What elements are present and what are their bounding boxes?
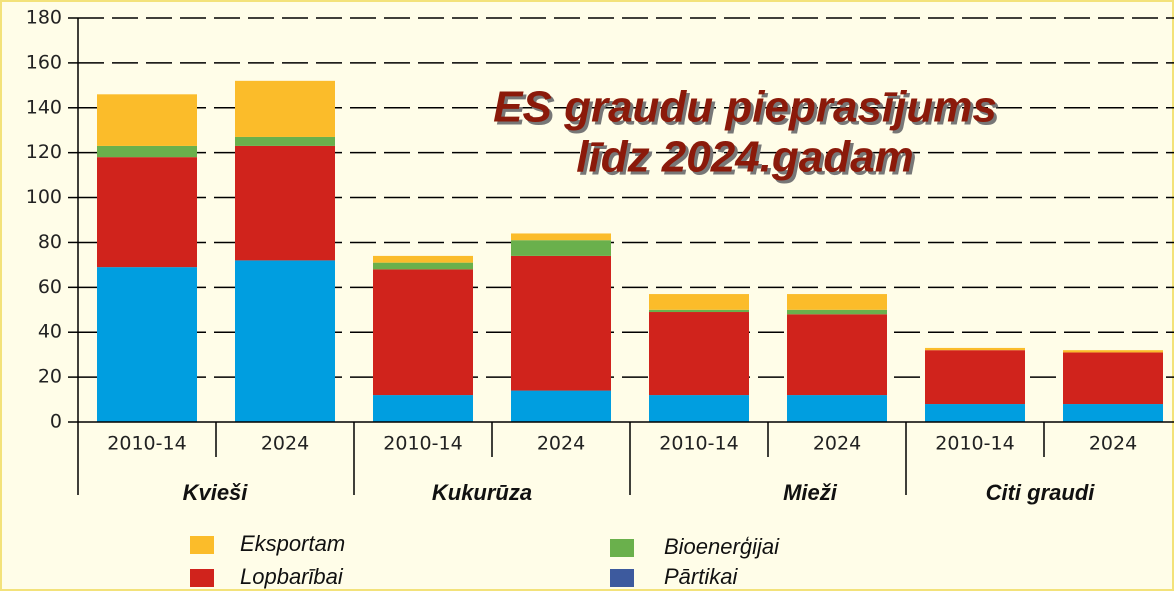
x-tick-label: 2010-14 xyxy=(107,433,186,455)
bar-segment xyxy=(925,347,1025,351)
bar-segment xyxy=(787,314,887,396)
bar-segment xyxy=(787,309,887,315)
bar-segment xyxy=(649,294,749,310)
bar-segment xyxy=(97,157,197,268)
x-tick-label: 2024 xyxy=(537,433,585,455)
legend-swatch xyxy=(190,536,214,554)
legend-label: Bioenerģijai xyxy=(664,534,780,559)
y-tick-label: 100 xyxy=(26,186,62,208)
bar-segment xyxy=(649,395,749,422)
bar-segment xyxy=(97,145,197,158)
bar-segment xyxy=(235,80,335,137)
legend-label: Pārtikai xyxy=(664,564,738,589)
bar-segment xyxy=(649,312,749,396)
y-tick-label: 20 xyxy=(38,366,62,388)
bar-segment xyxy=(511,233,611,241)
bar-segment xyxy=(1063,352,1163,405)
y-tick-label: 140 xyxy=(26,96,62,118)
group-label: Kvieši xyxy=(183,480,249,505)
bar-segment xyxy=(1063,350,1163,353)
bar-segment xyxy=(511,255,611,391)
bar-segment xyxy=(925,404,1025,422)
x-tick-label: 2010-14 xyxy=(383,433,462,455)
bar-segment xyxy=(649,309,749,313)
bar-segment xyxy=(97,267,197,422)
bar-segment xyxy=(373,255,473,263)
bar-segment xyxy=(235,145,335,261)
group-label: Citi graudi xyxy=(986,480,1096,505)
bar-segment xyxy=(373,269,473,396)
bar-segment xyxy=(511,240,611,256)
legend-label: Lopbarībai xyxy=(240,564,344,589)
bar-segment xyxy=(511,390,611,422)
bar-segment xyxy=(97,94,197,146)
chart-title-shadow: ES graudu pieprasījums xyxy=(496,86,1000,135)
x-tick-label: 2024 xyxy=(813,433,861,455)
chart-title-shadow: līdz 2024.gadam xyxy=(579,136,916,185)
y-tick-label: 40 xyxy=(38,321,62,343)
y-tick-label: 180 xyxy=(26,7,62,29)
bar-segment xyxy=(925,350,1025,405)
group-label: Mieži xyxy=(783,480,838,505)
x-tick-label: 2024 xyxy=(1089,433,1137,455)
bar-segment xyxy=(1063,404,1163,422)
x-tick-label: 2024 xyxy=(261,433,309,455)
legend-swatch xyxy=(610,539,634,557)
chart-title: līdz 2024.gadam xyxy=(576,133,913,182)
y-tick-label: 0 xyxy=(50,411,62,433)
bar-segment xyxy=(235,260,335,422)
bar-segment xyxy=(235,136,335,146)
bar-segment xyxy=(373,395,473,422)
y-tick-label: 80 xyxy=(38,231,62,253)
group-label: Kukurūza xyxy=(432,480,532,505)
legend-swatch xyxy=(190,569,214,587)
x-tick-label: 2010-14 xyxy=(935,433,1014,455)
y-tick-label: 160 xyxy=(26,51,62,73)
y-tick-label: 60 xyxy=(38,276,62,298)
legend-swatch xyxy=(610,569,634,587)
bar-segment xyxy=(787,395,887,422)
chart-title: ES graudu pieprasījums xyxy=(493,83,997,132)
legend-label: Eksportam xyxy=(240,531,345,556)
x-tick-label: 2010-14 xyxy=(659,433,738,455)
bar-segment xyxy=(787,294,887,310)
y-tick-label: 120 xyxy=(26,141,62,163)
bar-segment xyxy=(373,262,473,270)
